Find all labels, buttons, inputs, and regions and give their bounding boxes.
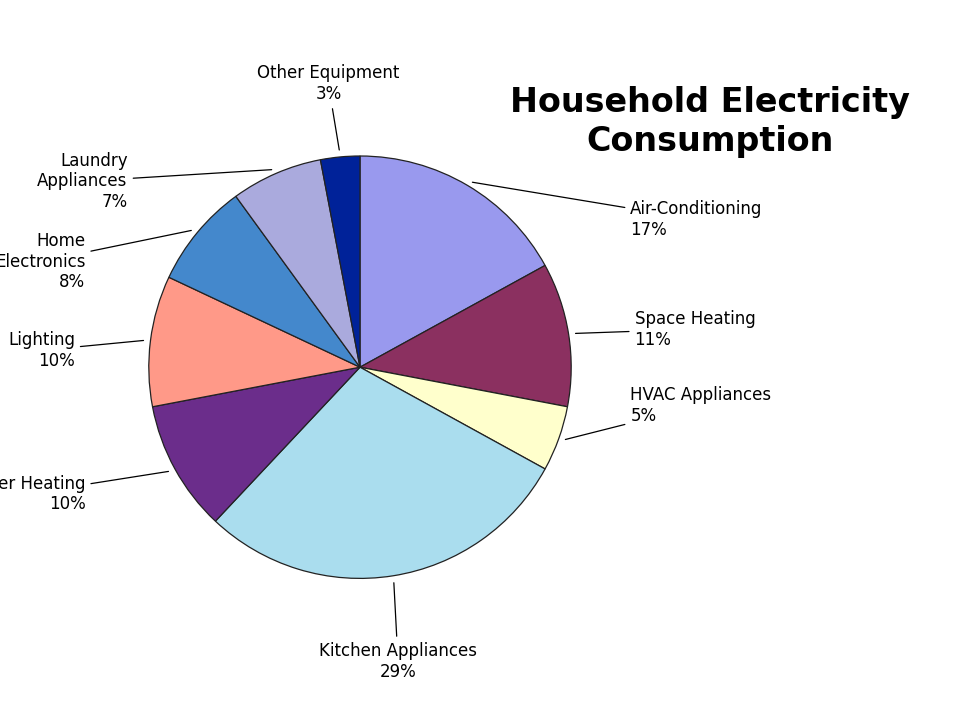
Wedge shape xyxy=(360,367,567,469)
Text: Lighting
10%: Lighting 10% xyxy=(8,331,143,369)
Text: Laundry
Appliances
7%: Laundry Appliances 7% xyxy=(37,151,272,211)
Text: Household Electricity
Consumption: Household Electricity Consumption xyxy=(511,86,910,158)
Wedge shape xyxy=(321,156,360,367)
Wedge shape xyxy=(236,160,360,367)
Text: Space Heating
11%: Space Heating 11% xyxy=(576,310,756,348)
Text: Water Heating
10%: Water Heating 10% xyxy=(0,472,168,513)
Wedge shape xyxy=(360,156,545,367)
Text: Other Equipment
3%: Other Equipment 3% xyxy=(257,64,399,150)
Wedge shape xyxy=(360,266,571,407)
Text: Home
Electronics
8%: Home Electronics 8% xyxy=(0,230,191,292)
Wedge shape xyxy=(169,197,360,367)
Wedge shape xyxy=(153,367,360,521)
Text: Kitchen Appliances
29%: Kitchen Appliances 29% xyxy=(319,582,477,680)
Wedge shape xyxy=(149,277,360,407)
Wedge shape xyxy=(215,367,545,578)
Text: Air-Conditioning
17%: Air-Conditioning 17% xyxy=(472,182,762,239)
Text: HVAC Appliances
5%: HVAC Appliances 5% xyxy=(565,386,772,439)
